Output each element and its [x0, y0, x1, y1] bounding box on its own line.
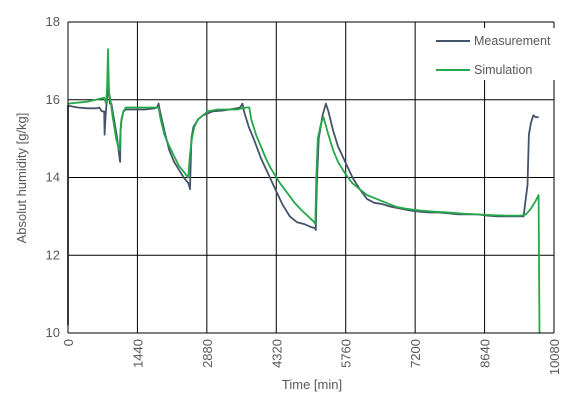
- series-line-simulation: [67, 48, 541, 334]
- x-tick-label: 0: [61, 339, 76, 346]
- series-line-measurement: [67, 83, 539, 326]
- x-tick-label: 7200: [408, 339, 423, 368]
- y-tick-label: 12: [46, 247, 60, 262]
- y-tick-label: 10: [46, 325, 60, 340]
- x-tick-label: 10080: [547, 339, 562, 375]
- legend-label-simulation: Simulation: [474, 63, 532, 77]
- legend: Measurement Simulation: [426, 28, 566, 80]
- x-axis-title: Time [min]: [282, 377, 342, 392]
- y-tick-label: 18: [46, 14, 60, 29]
- x-tick-label: 4320: [269, 339, 284, 368]
- tick-labels: 10 12 14 16 18 0 1440 2880 4320 5760 7200 8640 10080: [46, 14, 562, 375]
- x-tick-label: 2880: [200, 339, 215, 368]
- x-tick-label: 8640: [478, 339, 493, 368]
- y-axis-title: Absolut humidity [g/kg]: [14, 113, 29, 244]
- legend-label-measurement: Measurement: [474, 34, 551, 48]
- series-lines: [67, 48, 541, 334]
- x-tick-label: 5760: [339, 339, 354, 368]
- y-tick-label: 14: [46, 170, 60, 185]
- legend-box: [426, 28, 566, 80]
- axes: [67, 22, 554, 334]
- x-tick-label: 1440: [130, 339, 145, 368]
- y-tick-label: 16: [46, 92, 60, 107]
